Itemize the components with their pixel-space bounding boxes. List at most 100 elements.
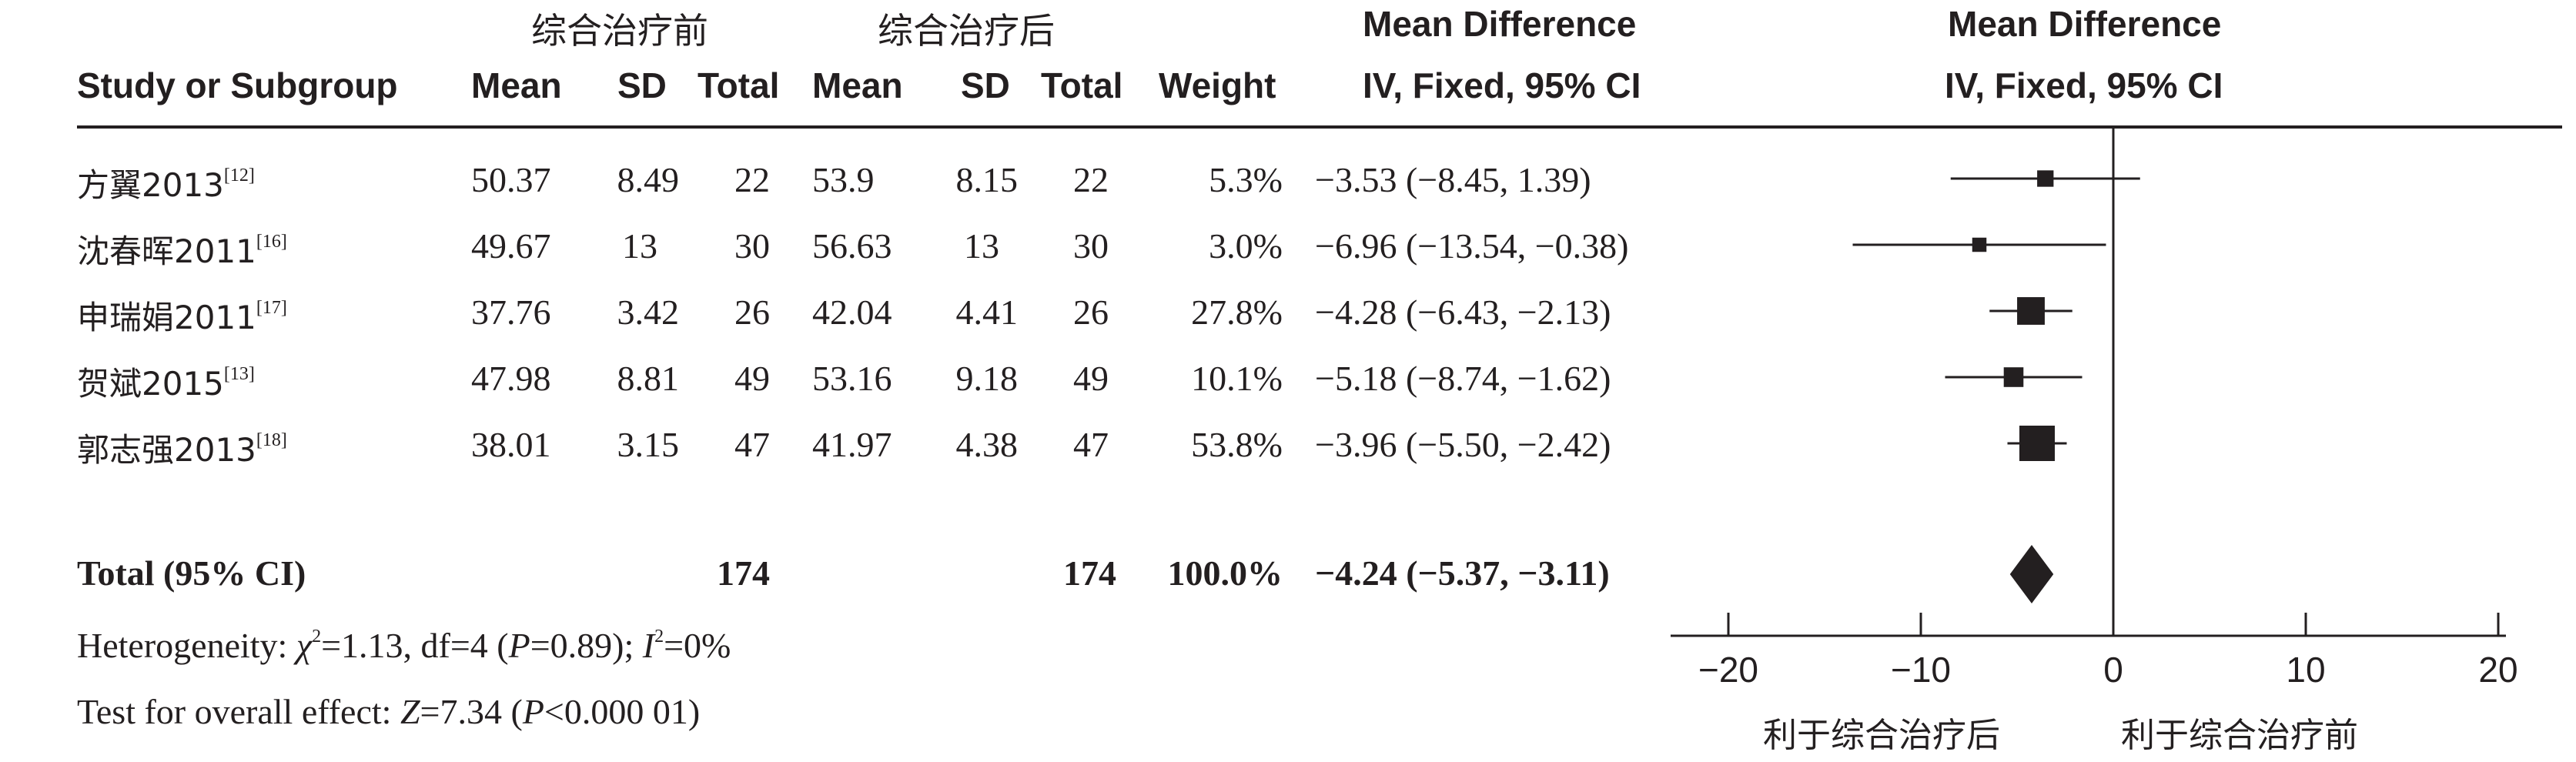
study-ref: [16] [256,232,287,252]
cell-mean2: 53.9 [812,160,875,199]
cell-mean1: 38.01 [471,425,551,464]
col-weight: Weight [1159,65,1276,105]
cell-mean2: 56.63 [812,226,892,266]
het-chi-sup: 2 [312,627,322,647]
plot-method: IV, Fixed, 95% CI [1945,65,2223,105]
het-mid: =1.13, df=4 ( [321,626,509,665]
cell-sd2: 4.38 [955,425,1019,464]
test-pval: <0.000 01) [544,692,701,731]
total-label: Total (95% CI) [77,553,306,593]
test-prefix: Test for overall effect: [77,692,400,731]
cell-total2: 49 [1073,359,1109,398]
study-point [2003,367,2024,387]
study-name-text: 申瑞娟2011 [77,299,256,336]
total-after: 174 [1063,553,1116,593]
col-sd-after: SD [961,65,1010,105]
cell-sd1: 8.81 [617,359,680,398]
cell-mean1: 50.37 [471,160,551,199]
cell-sd2: 9.18 [955,359,1019,398]
col-mean-after: Mean [812,65,903,105]
cell-total2: 26 [1073,292,1109,332]
md-title: Mean Difference [1363,4,1637,44]
cell-sd1: 3.15 [617,425,680,464]
total-weight: 100.0% [1167,553,1283,593]
col-study: Study or Subgroup [77,65,398,105]
cell-sd2: 13 [964,226,999,266]
favor-right-label: 利于综合治疗前 [2121,716,2358,755]
cell-total1: 49 [734,359,770,398]
study-ref: [12] [223,165,255,185]
cell-weight: 10.1% [1191,359,1283,398]
study-name-text: 贺斌2015 [77,365,224,403]
study-point [2017,297,2045,325]
cell-mean2: 41.97 [812,425,892,464]
cell-ci-text: −6.96 (−13.54, −0.38) [1315,226,1629,266]
study-name: 申瑞娟2011[17] [77,292,287,339]
het-i-sup: 2 [654,627,664,647]
het-i: I [642,626,655,665]
total-ci: −4.24 (−5.37, −3.11) [1315,553,1610,593]
test-p: P [522,692,544,731]
cell-mean1: 37.76 [471,292,551,332]
study-point [2037,170,2054,187]
test-z: Z [400,692,420,731]
het-prefix: Heterogeneity: [77,626,296,665]
x-tick-label: −20 [1698,650,1758,690]
cell-total1: 26 [734,292,770,332]
cell-ci-text: −3.53 (−8.45, 1.39) [1315,160,1591,199]
study-point [2019,426,2055,461]
col-sd-before: SD [617,65,667,105]
cell-ci-text: −4.28 (−6.43, −2.13) [1315,292,1611,332]
study-name: 方翼2013[12] [77,159,255,206]
study-name-text: 沈春晖2011 [77,232,256,270]
x-tick-label: 10 [2286,650,2325,690]
header-rule [77,125,2562,129]
col-total-after: Total [1041,65,1123,105]
cell-total2: 30 [1073,226,1109,266]
col-mean-before: Mean [471,65,562,105]
cell-total1: 30 [734,226,770,266]
x-tick-label: 0 [2103,650,2123,690]
cell-total1: 22 [734,160,770,199]
x-tick-label: 20 [2478,650,2517,690]
col-total-before: Total [698,65,780,105]
study-name: 贺斌2015[13] [77,358,255,405]
cell-sd2: 8.15 [955,160,1019,199]
overall-effect-note: Test for overall effect: Z=7.34 (P<0.000… [77,691,700,732]
cell-weight: 5.3% [1209,160,1283,199]
study-ref: [17] [256,298,287,318]
cell-sd1: 13 [622,226,657,266]
cell-mean1: 47.98 [471,359,551,398]
het-pval: =0.89); [530,626,643,665]
total-before: 174 [717,553,770,593]
group-after-header: 综合治疗后 [878,10,1055,52]
het-chi: χ [296,626,313,665]
study-ref: [13] [223,364,255,384]
cell-sd2: 4.41 [955,292,1019,332]
cell-ci-text: −5.18 (−8.74, −1.62) [1315,359,1611,398]
cell-mean2: 42.04 [812,292,892,332]
cell-total2: 22 [1073,160,1109,199]
study-ref: [18] [256,430,287,450]
cell-weight: 53.8% [1191,425,1283,464]
study-name-text: 方翼2013 [77,166,224,204]
cell-sd1: 3.42 [617,292,680,332]
cell-weight: 3.0% [1209,226,1283,266]
heterogeneity-note: Heterogeneity: χ2=1.13, df=4 (P=0.89); I… [77,625,731,666]
het-ival: =0% [664,626,731,665]
study-point [1972,237,1987,252]
cell-mean1: 49.67 [471,226,551,266]
pooled-diamond [2009,545,2054,603]
x-tick-label: −10 [1891,650,1951,690]
cell-ci-text: −3.96 (−5.50, −2.42) [1315,425,1611,464]
study-name: 沈春晖2011[16] [77,226,287,272]
md-method: IV, Fixed, 95% CI [1363,65,1641,105]
plot-title: Mean Difference [1948,4,2222,44]
cell-total1: 47 [734,425,770,464]
cell-total2: 47 [1073,425,1109,464]
cell-sd1: 8.49 [617,160,680,199]
cell-mean2: 53.16 [812,359,892,398]
study-name-text: 郭志强2013 [77,431,256,469]
het-p: P [508,626,530,665]
